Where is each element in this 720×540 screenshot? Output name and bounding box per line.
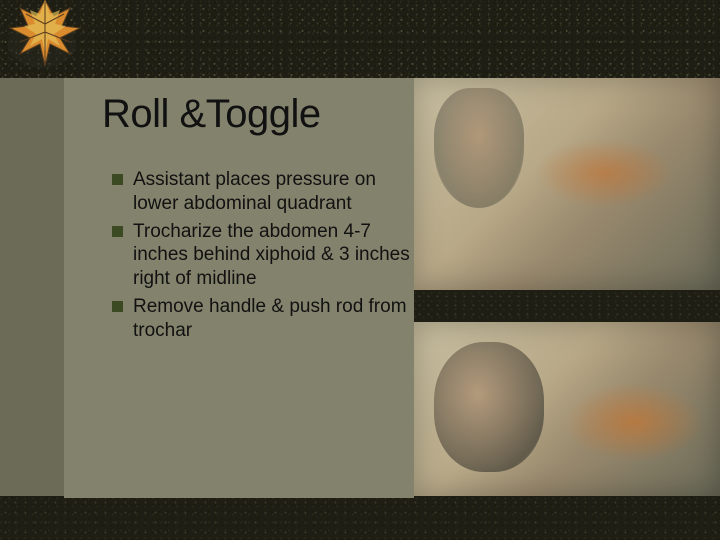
- image-placeholder-top: [414, 78, 720, 290]
- bullet-square-icon: [112, 174, 123, 185]
- maple-leaf-icon: [0, 0, 90, 76]
- list-item: Trocharize the abdomen 4-7 inches behind…: [112, 220, 412, 291]
- bullet-text: Remove handle & push rod from trochar: [133, 295, 412, 343]
- bullet-text: Assistant places pressure on lower abdom…: [133, 168, 412, 216]
- bullet-square-icon: [112, 226, 123, 237]
- list-item: Assistant places pressure on lower abdom…: [112, 168, 412, 216]
- bullet-square-icon: [112, 301, 123, 312]
- bullet-list: Assistant places pressure on lower abdom…: [112, 168, 412, 346]
- bullet-text: Trocharize the abdomen 4-7 inches behind…: [133, 220, 412, 291]
- texture-strip-bottom: [0, 496, 720, 540]
- list-item: Remove handle & push rod from trochar: [112, 295, 412, 343]
- slide-title: Roll &Toggle: [102, 92, 321, 137]
- texture-strip-top: [0, 0, 720, 78]
- texture-strip-middle: [414, 290, 720, 322]
- slide: Roll &Toggle Assistant places pressure o…: [0, 0, 720, 540]
- image-placeholder-bottom: [414, 322, 720, 496]
